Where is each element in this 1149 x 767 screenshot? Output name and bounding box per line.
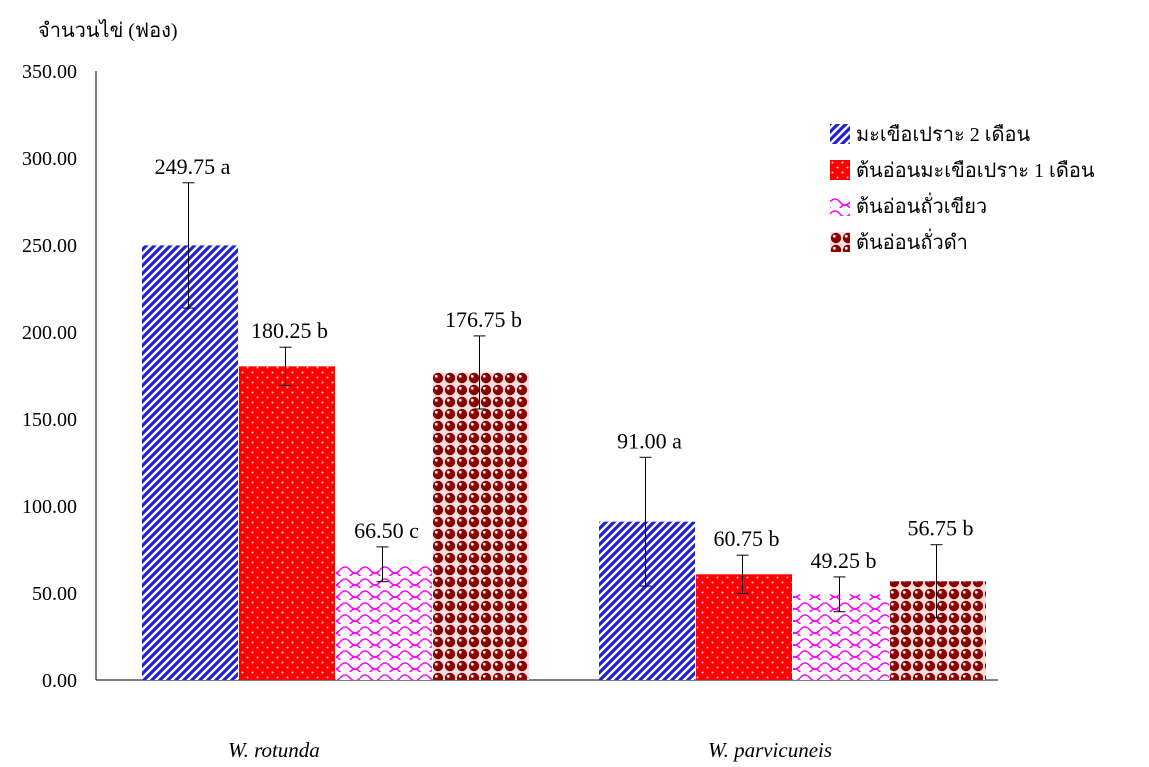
y-tick-label: 0.00 [42, 670, 77, 692]
legend-item: มะเขือเปราะ 2 เดือน [830, 116, 1095, 152]
legend-item: ต้นอ่อนถั่วเขียว [830, 188, 1095, 224]
bar [793, 594, 889, 680]
y-tick-label: 50.00 [32, 583, 77, 605]
data-label: 56.75 b [908, 516, 974, 541]
bar [142, 245, 238, 680]
data-label: 249.75 a [155, 154, 231, 179]
bar [239, 366, 335, 680]
legend-swatch [830, 232, 850, 252]
legend-label: ต้นอ่อนมะเขือเปราะ 1 เดือน [856, 160, 1095, 182]
bar [890, 581, 986, 680]
y-tick-label: 100.00 [22, 496, 77, 518]
legend-swatch [830, 160, 850, 180]
legend: มะเขือเปราะ 2 เดือนต้นอ่อนมะเขือเปราะ 1 … [830, 116, 1095, 260]
data-label: 91.00 a [617, 428, 682, 453]
legend-label: มะเขือเปราะ 2 เดือน [856, 124, 1031, 146]
bar [336, 564, 432, 680]
y-tick-label: 150.00 [22, 409, 77, 431]
legend-item: ต้นอ่อนถั่วดำ [830, 224, 1095, 260]
legend-swatch [830, 124, 850, 144]
legend-swatch [830, 196, 850, 216]
bar [433, 372, 529, 680]
y-tick-label: 350.00 [22, 61, 77, 83]
data-label: 176.75 b [445, 307, 522, 332]
data-label: 66.50 c [354, 518, 419, 543]
y-tick-label: 250.00 [22, 235, 77, 257]
y-axis-title: จำนวนไข่ (ฟอง) [38, 20, 178, 42]
legend-item: ต้นอ่อนมะเขือเปราะ 1 เดือน [830, 152, 1095, 188]
legend-label: ต้นอ่อนถั่วเขียว [856, 196, 988, 218]
legend-label: ต้นอ่อนถั่วดำ [856, 232, 968, 254]
x-category-label: W. parvicuneis [708, 738, 833, 762]
x-category-label: W. rotunda [228, 738, 320, 762]
y-tick-label: 300.00 [22, 148, 77, 170]
y-tick-label: 200.00 [22, 322, 77, 344]
data-label: 49.25 b [811, 548, 877, 573]
bar [696, 574, 792, 680]
data-label: 60.75 b [714, 526, 780, 551]
bar [599, 521, 695, 680]
data-label: 180.25 b [251, 318, 328, 343]
